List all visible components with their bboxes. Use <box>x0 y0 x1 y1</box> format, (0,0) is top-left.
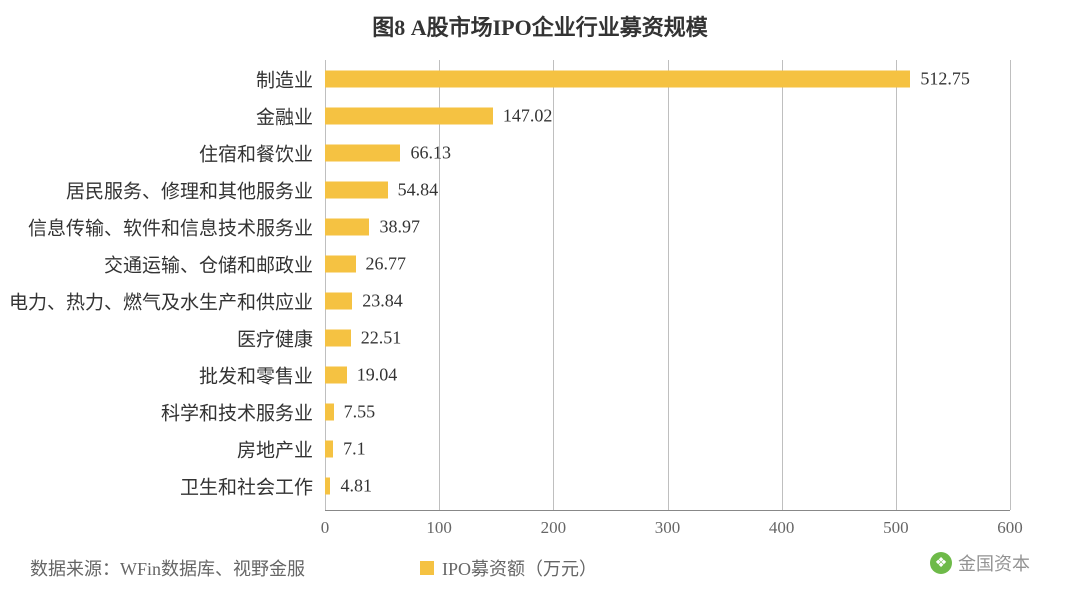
wechat-icon: ❖ <box>930 552 952 574</box>
bar-value-label: 512.75 <box>920 68 970 89</box>
bar <box>325 144 400 161</box>
y-axis-category-label: 金融业 <box>256 102 313 129</box>
bar <box>325 218 369 235</box>
bar <box>325 292 352 309</box>
bars-layer: 512.75 147.02 66.13 54.84 38.97 26.77 23.84 22.… <box>325 60 1010 510</box>
x-axis-tick-label: 400 <box>769 518 795 538</box>
bar <box>325 107 493 124</box>
watermark: ❖ 金国资本 <box>930 550 1030 576</box>
x-axis-tick-label: 0 <box>321 518 330 538</box>
plot-area: 512.75 147.02 66.13 54.84 38.97 26.77 23.84 22.… <box>325 60 1010 510</box>
bar-value-label: 23.84 <box>362 290 403 311</box>
gridline <box>1010 60 1011 510</box>
y-axis-category-label: 电力、热力、燃气及水生产和供应业 <box>9 287 313 314</box>
bar-value-label: 7.55 <box>344 401 376 422</box>
legend: IPO募资额（万元） <box>420 555 597 581</box>
y-axis-category-label: 批发和零售业 <box>199 361 313 388</box>
chart-container: 图8 A股市场IPO企业行业募资规模 512.75 147.02 66.13 54.8… <box>0 0 1080 595</box>
y-axis-category-label: 卫生和社会工作 <box>180 472 313 499</box>
legend-swatch <box>420 561 434 575</box>
bar <box>325 70 910 87</box>
bar <box>325 440 333 457</box>
bar <box>325 329 351 346</box>
y-axis-category-label: 住宿和餐饮业 <box>199 139 313 166</box>
bar-value-label: 38.97 <box>379 216 420 237</box>
data-source: 数据来源：WFin数据库、视野金服 <box>30 555 305 581</box>
bar <box>325 255 356 272</box>
x-axis-tick-label: 200 <box>541 518 567 538</box>
chart-title: 图8 A股市场IPO企业行业募资规模 <box>0 10 1080 42</box>
x-axis-tick-label: 100 <box>426 518 452 538</box>
bar-value-label: 19.04 <box>357 364 398 385</box>
bar <box>325 477 330 494</box>
bar <box>325 366 347 383</box>
bar-value-label: 26.77 <box>366 253 407 274</box>
bar-value-label: 54.84 <box>398 179 439 200</box>
bar <box>325 403 334 420</box>
bar-value-label: 66.13 <box>410 142 451 163</box>
bar <box>325 181 388 198</box>
bar-value-label: 4.81 <box>340 475 372 496</box>
legend-label: IPO募资额（万元） <box>442 555 597 581</box>
y-axis-category-label: 医疗健康 <box>237 324 313 351</box>
y-axis-category-label: 科学和技术服务业 <box>161 398 313 425</box>
watermark-text: 金国资本 <box>958 550 1030 576</box>
y-axis-labels: 制造业金融业住宿和餐饮业居民服务、修理和其他服务业信息传输、软件和信息技术服务业… <box>0 60 313 510</box>
y-axis-category-label: 制造业 <box>256 65 313 92</box>
x-axis-tick-label: 600 <box>997 518 1023 538</box>
y-axis-category-label: 交通运输、仓储和邮政业 <box>104 250 313 277</box>
y-axis-category-label: 房地产业 <box>237 435 313 462</box>
x-axis-tick-label: 500 <box>883 518 909 538</box>
bar-value-label: 147.02 <box>503 105 553 126</box>
y-axis-category-label: 信息传输、软件和信息技术服务业 <box>28 213 313 240</box>
bar-value-label: 22.51 <box>361 327 402 348</box>
x-axis-line <box>325 510 1010 511</box>
x-axis-tick-label: 300 <box>655 518 681 538</box>
bar-value-label: 7.1 <box>343 438 366 459</box>
y-axis-category-label: 居民服务、修理和其他服务业 <box>66 176 313 203</box>
